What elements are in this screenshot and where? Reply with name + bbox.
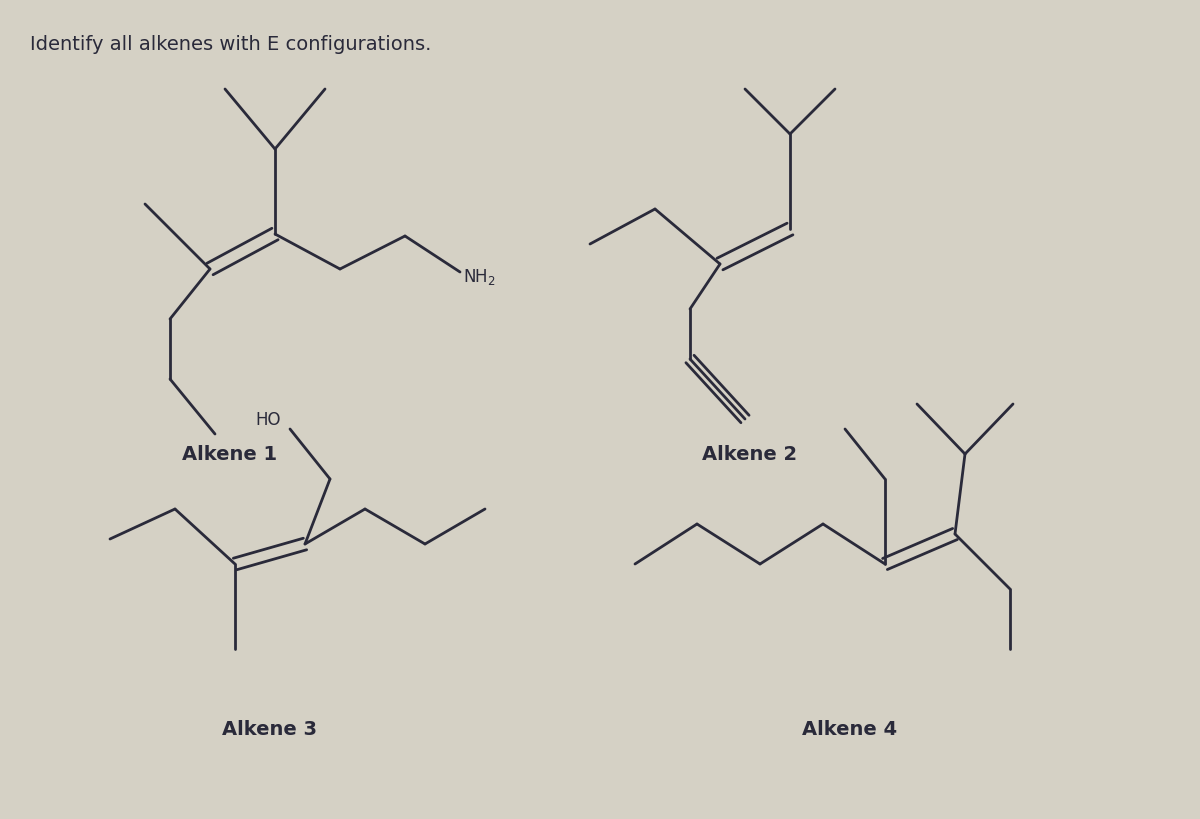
Text: Alkene 3: Alkene 3 <box>222 720 318 739</box>
Text: Alkene 1: Alkene 1 <box>182 445 277 464</box>
Text: Alkene 4: Alkene 4 <box>803 720 898 739</box>
Text: Alkene 2: Alkene 2 <box>702 445 798 464</box>
Text: HO: HO <box>254 410 281 428</box>
Text: NH$_2$: NH$_2$ <box>463 267 496 287</box>
Text: Identify all alkenes with E configurations.: Identify all alkenes with E configuratio… <box>30 35 431 54</box>
